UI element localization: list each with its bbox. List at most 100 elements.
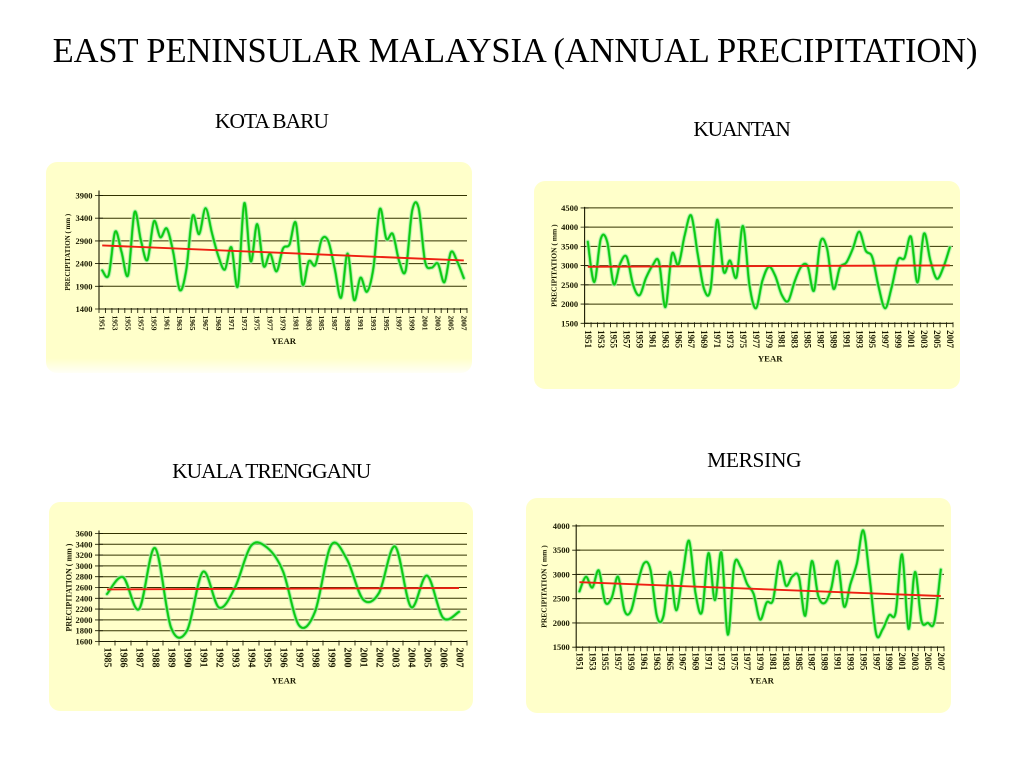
svg-text:PRECIPITATION ( mm ): PRECIPITATION ( mm )	[64, 213, 72, 291]
svg-text:1963: 1963	[660, 330, 670, 349]
svg-text:1800: 1800	[76, 626, 93, 636]
svg-text:2003: 2003	[910, 652, 920, 671]
svg-text:3000: 3000	[553, 569, 570, 579]
svg-text:YEAR: YEAR	[749, 676, 774, 686]
svg-text:1991: 1991	[198, 648, 209, 668]
svg-text:YEAR: YEAR	[758, 354, 783, 364]
svg-text:1991: 1991	[833, 652, 843, 671]
svg-text:1973: 1973	[725, 330, 735, 349]
svg-text:1995: 1995	[867, 330, 877, 349]
svg-text:1953: 1953	[587, 652, 597, 671]
svg-text:2001: 2001	[906, 330, 916, 349]
svg-text:1995: 1995	[382, 316, 391, 331]
svg-text:1971: 1971	[712, 330, 722, 349]
svg-text:2007: 2007	[454, 648, 465, 668]
svg-text:2001: 2001	[897, 652, 907, 671]
svg-text:2007: 2007	[936, 652, 946, 671]
svg-text:1965: 1965	[188, 316, 197, 331]
svg-text:3400: 3400	[76, 539, 93, 549]
svg-text:1996: 1996	[278, 648, 289, 668]
svg-text:3500: 3500	[561, 241, 578, 251]
svg-text:2000: 2000	[561, 299, 578, 309]
svg-text:1999: 1999	[884, 652, 894, 671]
svg-text:1983: 1983	[790, 330, 800, 349]
svg-text:1973: 1973	[716, 652, 726, 671]
svg-text:YEAR: YEAR	[271, 336, 296, 346]
svg-text:1955: 1955	[609, 330, 619, 349]
svg-text:1500: 1500	[561, 318, 578, 328]
svg-text:1985: 1985	[803, 330, 813, 349]
svg-text:2005: 2005	[422, 648, 433, 668]
svg-text:PRECIPITATION ( mm ): PRECIPITATION ( mm )	[550, 224, 559, 307]
svg-text:2500: 2500	[553, 594, 570, 604]
svg-text:1957: 1957	[136, 316, 145, 331]
svg-text:1990: 1990	[182, 648, 193, 668]
svg-text:1997: 1997	[880, 330, 890, 349]
svg-text:4000: 4000	[553, 521, 570, 531]
svg-text:2007: 2007	[945, 330, 955, 349]
svg-text:1981: 1981	[291, 316, 300, 331]
svg-text:2001: 2001	[358, 648, 369, 668]
svg-text:2600: 2600	[76, 583, 93, 593]
svg-text:2005: 2005	[932, 330, 942, 349]
svg-text:1987: 1987	[816, 330, 826, 349]
svg-text:PRECIPITATION ( mm ): PRECIPITATION ( mm )	[540, 545, 549, 628]
svg-text:1961: 1961	[162, 316, 171, 331]
svg-text:1993: 1993	[369, 316, 378, 331]
svg-text:1969: 1969	[214, 316, 223, 331]
svg-text:1992: 1992	[214, 648, 225, 668]
svg-text:1951: 1951	[583, 330, 593, 349]
svg-text:1991: 1991	[356, 316, 365, 331]
svg-text:1993: 1993	[854, 330, 864, 349]
svg-text:1989: 1989	[166, 648, 177, 668]
svg-text:1965: 1965	[665, 652, 675, 671]
svg-text:3900: 3900	[76, 191, 93, 201]
svg-text:1999: 1999	[408, 316, 417, 331]
svg-text:1995: 1995	[858, 652, 868, 671]
svg-text:1997: 1997	[871, 652, 881, 671]
svg-text:1971: 1971	[703, 652, 713, 671]
svg-text:2000: 2000	[342, 648, 353, 668]
svg-text:PRECIPITATION ( mm ): PRECIPITATION ( mm )	[65, 543, 74, 631]
svg-text:2000: 2000	[553, 618, 570, 628]
svg-text:1987: 1987	[807, 652, 817, 671]
svg-text:1967: 1967	[686, 330, 696, 349]
svg-text:1979: 1979	[755, 652, 765, 671]
svg-text:1967: 1967	[678, 652, 688, 671]
svg-text:1961: 1961	[639, 652, 649, 671]
svg-text:2400: 2400	[76, 259, 93, 269]
svg-text:1999: 1999	[893, 330, 903, 349]
svg-text:1985: 1985	[102, 648, 113, 668]
svg-text:1963: 1963	[652, 652, 662, 671]
svg-text:2500: 2500	[561, 280, 578, 290]
svg-text:1973: 1973	[240, 316, 249, 331]
svg-text:2000: 2000	[76, 615, 93, 625]
svg-text:3600: 3600	[76, 529, 93, 539]
svg-text:3000: 3000	[561, 261, 578, 271]
svg-text:1957: 1957	[622, 330, 632, 349]
svg-text:1975: 1975	[253, 316, 262, 331]
svg-text:1989: 1989	[820, 652, 830, 671]
svg-text:1983: 1983	[304, 316, 313, 331]
svg-text:1991: 1991	[841, 330, 851, 349]
svg-text:1977: 1977	[751, 330, 761, 349]
svg-text:1969: 1969	[699, 330, 709, 349]
svg-text:3500: 3500	[553, 545, 570, 555]
svg-text:1989: 1989	[828, 330, 838, 349]
svg-text:1985: 1985	[794, 652, 804, 671]
svg-text:1967: 1967	[201, 316, 210, 331]
svg-text:1600: 1600	[76, 637, 93, 647]
svg-text:1997: 1997	[395, 316, 404, 331]
svg-text:2001: 2001	[421, 316, 430, 331]
svg-text:3200: 3200	[76, 550, 93, 560]
svg-text:2003: 2003	[919, 330, 929, 349]
svg-text:1975: 1975	[729, 652, 739, 671]
svg-text:1971: 1971	[227, 316, 236, 331]
svg-text:2005: 2005	[923, 652, 933, 671]
svg-text:1955: 1955	[600, 652, 610, 671]
svg-text:1951: 1951	[574, 652, 584, 671]
svg-text:1998: 1998	[310, 648, 321, 668]
svg-text:1979: 1979	[764, 330, 774, 349]
svg-text:2006: 2006	[438, 648, 449, 668]
svg-text:2800: 2800	[76, 572, 93, 582]
